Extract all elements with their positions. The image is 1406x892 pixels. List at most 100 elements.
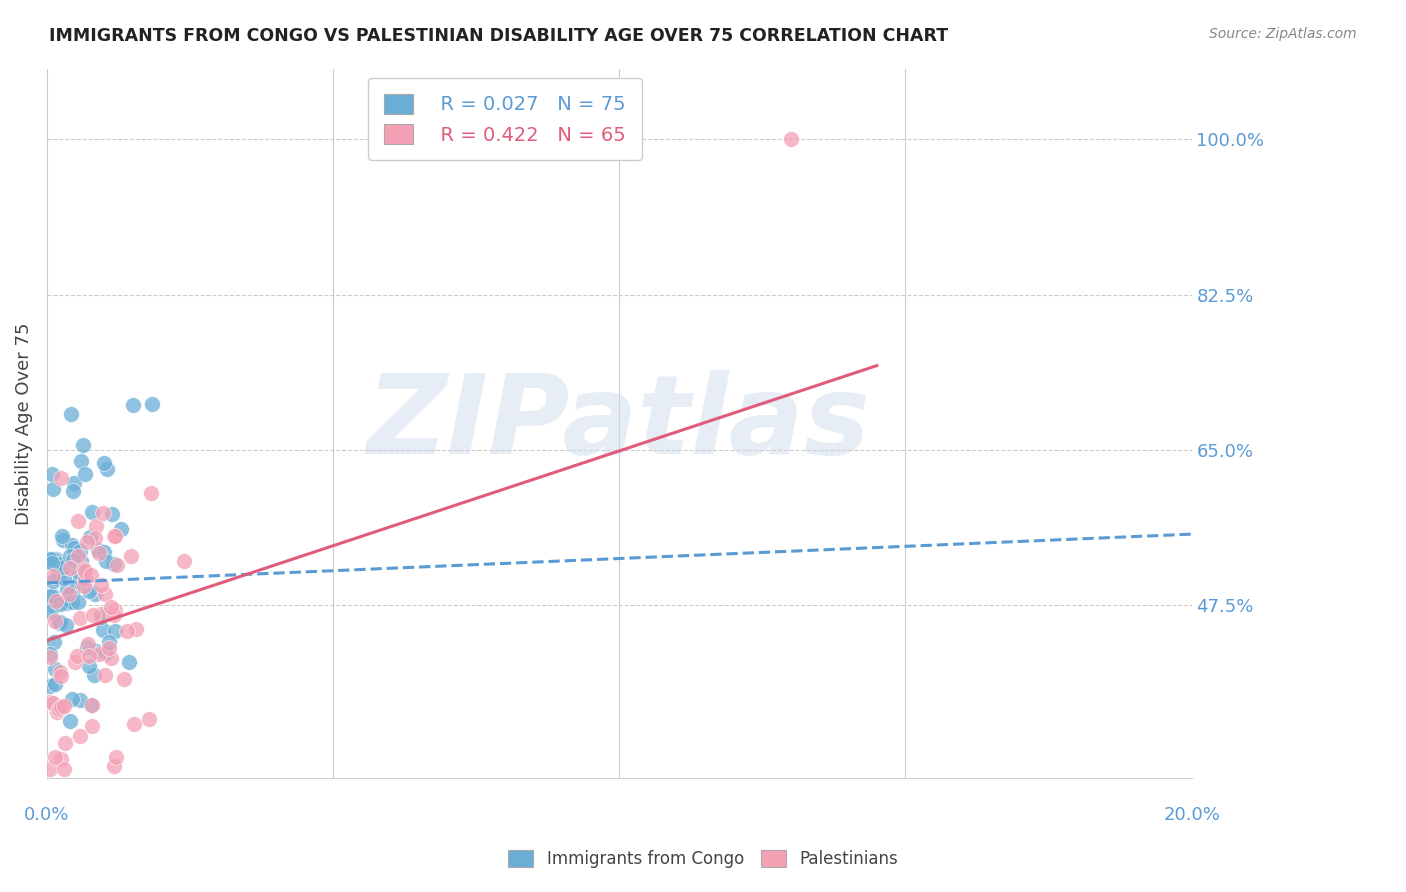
Point (97, 640, 120, 655)
Point (100, 599, 122, 614)
Point (69, 554, 91, 568)
Point (55, 618, 77, 632)
Point (86, 542, 108, 557)
Point (73, 562, 96, 576)
Point (49, 752, 72, 766)
Point (76, 637, 98, 651)
Point (49, 669, 72, 683)
Point (90, 578, 112, 592)
Point (60, 537, 83, 551)
Point (103, 759, 125, 773)
Point (51, 529, 73, 543)
Point (53, 572, 76, 586)
Point (77, 658, 100, 673)
Point (125, 622, 148, 636)
Point (55, 596, 77, 610)
Point (75, 564, 97, 578)
Point (103, 608, 125, 623)
Point (118, 655, 141, 669)
Point (103, 558, 125, 572)
Point (91, 624, 114, 638)
Point (76, 640, 98, 655)
Point (60, 585, 83, 599)
Point (41, 467, 63, 481)
Point (80, 567, 103, 582)
Point (80, 505, 103, 519)
Point (62, 553, 84, 567)
Point (73, 572, 96, 586)
Point (69, 574, 91, 589)
Point (67, 565, 90, 579)
Point (62, 475, 84, 490)
Point (82, 607, 104, 622)
Text: Source: ZipAtlas.com: Source: ZipAtlas.com (1209, 27, 1357, 41)
Point (49, 665, 72, 680)
Point (104, 624, 127, 639)
Text: 20.0%: 20.0% (1163, 806, 1220, 824)
Point (52, 762, 75, 776)
Point (72, 438, 94, 452)
Point (105, 750, 128, 764)
Point (45, 706, 67, 720)
Point (42, 574, 65, 588)
Point (66, 595, 89, 609)
Point (80, 698, 103, 712)
Point (38, 554, 60, 568)
Point (52, 560, 75, 574)
Point (48, 702, 70, 716)
Point (69, 692, 91, 706)
Point (49, 598, 72, 612)
Point (67, 514, 90, 528)
Point (69, 610, 91, 624)
Point (84, 644, 107, 658)
Point (44, 662, 66, 676)
Point (63, 541, 86, 556)
Legend:   R = 0.027   N = 75,   R = 0.422   N = 65: R = 0.027 N = 75, R = 0.422 N = 65 (368, 78, 641, 161)
Point (45, 552, 67, 566)
Text: ZIPatlas: ZIPatlas (367, 370, 872, 476)
Point (48, 567, 70, 582)
Point (87, 546, 110, 560)
Point (70, 454, 93, 468)
Point (120, 549, 142, 564)
Point (82, 719, 104, 733)
Point (93, 456, 115, 470)
Point (105, 558, 128, 573)
Point (63, 655, 86, 669)
Point (59, 714, 82, 728)
Point (39, 680, 62, 694)
Point (76, 535, 98, 549)
Point (79, 530, 101, 544)
Point (90, 607, 112, 621)
Point (39, 762, 62, 776)
Legend: Immigrants from Congo, Palestinians: Immigrants from Congo, Palestinians (502, 843, 904, 875)
Point (48, 557, 70, 571)
Point (173, 553, 195, 567)
Point (38, 599, 60, 613)
Point (93, 506, 115, 520)
Point (42, 552, 65, 566)
Point (80, 698, 103, 713)
Point (101, 508, 124, 522)
Point (66, 549, 89, 563)
Point (69, 544, 91, 558)
Point (90, 610, 112, 624)
Point (104, 529, 127, 543)
Point (141, 485, 163, 500)
Text: IMMIGRANTS FROM CONGO VS PALESTINIAN DISABILITY AGE OVER 75 CORRELATION CHART: IMMIGRANTS FROM CONGO VS PALESTINIAN DIS… (49, 27, 948, 45)
Point (115, 624, 138, 639)
Point (94, 587, 117, 601)
Point (112, 673, 135, 687)
Point (59, 549, 82, 564)
Point (110, 522, 132, 536)
Point (103, 528, 125, 542)
Point (77, 649, 100, 664)
Point (62, 483, 84, 498)
Point (44, 634, 66, 648)
Point (41, 482, 63, 496)
Point (75, 467, 97, 481)
Point (77, 583, 100, 598)
Point (44, 749, 66, 764)
Point (59, 561, 82, 575)
Point (94, 554, 117, 568)
